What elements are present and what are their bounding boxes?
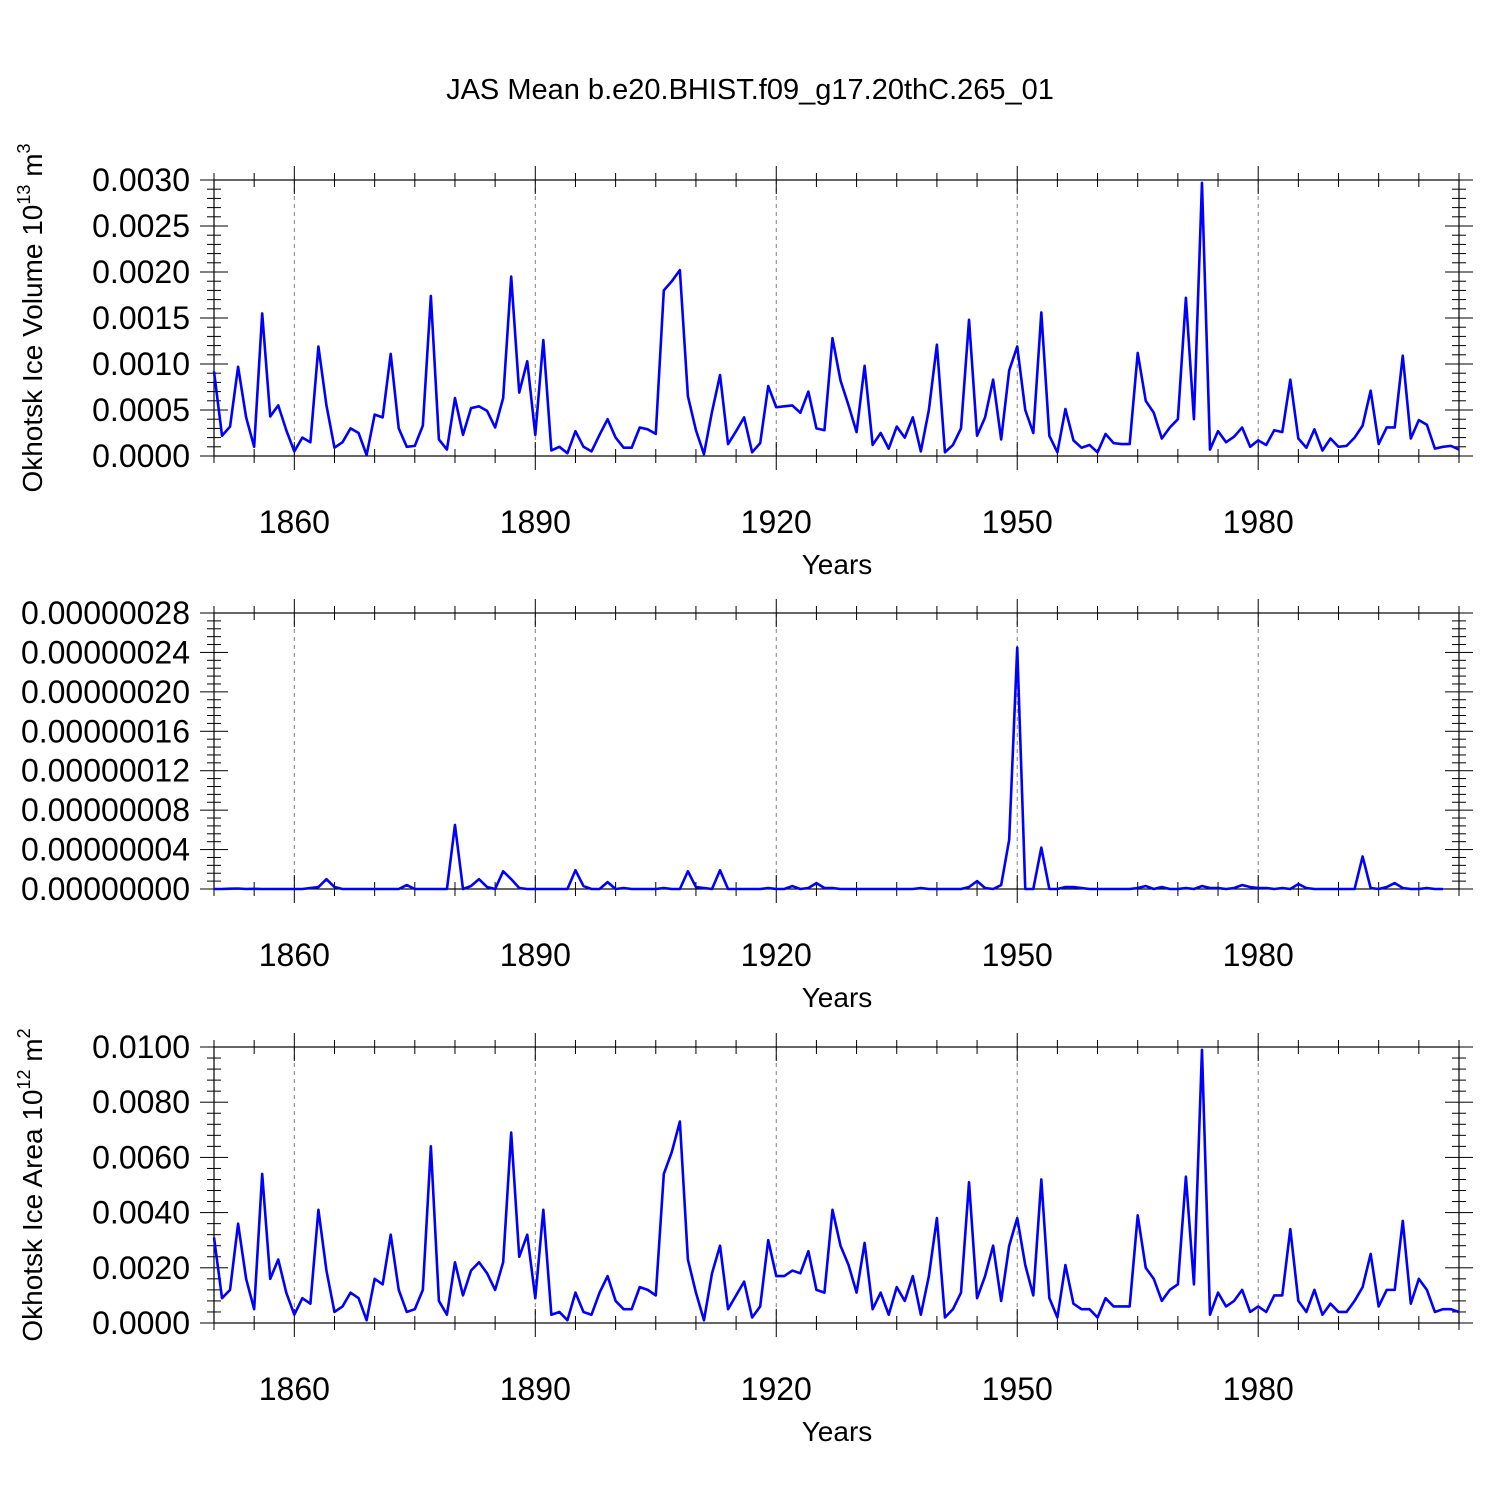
plot-frame: [213, 612, 1460, 890]
y-tick-label: 0.00000016: [21, 713, 190, 749]
y-axis-label-ylabel-unit-m: m: [17, 153, 48, 184]
y-axis-label-ylabel: Okhotsk Ice Volume: [17, 236, 48, 493]
y-tick-label: 0.0040: [92, 1195, 190, 1231]
panel-middle: 1860 1890 1920 1950 1980 0.000000000.00000004…: [21, 595, 1473, 1013]
y-tick-label: 0.0020: [92, 254, 190, 290]
y-axis-label-ylabel-unit: 10: [17, 205, 48, 236]
x-tick-label: 1920: [741, 937, 812, 973]
x-axis-label: Years: [802, 549, 873, 580]
y-tick-label: 0.00000028: [21, 595, 190, 631]
series-line: [214, 646, 1443, 891]
x-tick-label: 1890: [500, 937, 571, 973]
chart-title: JAS Mean b.e20.BHIST.f09_g17.20thC.265_0…: [446, 74, 1054, 106]
plot-frame: [213, 179, 1460, 457]
x-tick-label: 1980: [1223, 1371, 1294, 1407]
x-tick-label: 1860: [259, 504, 330, 540]
y-axis-label-ylabel-unit-m-sup: 3: [14, 143, 34, 153]
y-axis-label-ylabel-unit-sup: 13: [14, 185, 34, 205]
panel-ice-volume: 1860 1890 1920 1950 1980 0.0000 0.0005 0.0010 0.…: [14, 143, 1473, 580]
y-axis-label-ylabel-unit-m-sup: 2: [14, 1028, 34, 1038]
y-axis-label-ylabel: Okhotsk Ice Area: [17, 1121, 48, 1342]
y-tick-label: 0.0020: [92, 1250, 190, 1286]
y-tick-label: 0.00000004: [21, 832, 190, 868]
y-axis-label-ylabel-unit: 10: [17, 1090, 48, 1121]
y-tick-label: 0.0060: [92, 1139, 190, 1175]
y-tick-label: 0.00000008: [21, 792, 190, 828]
y-axis-label: Okhotsk Ice Volume 1013 m3: [14, 143, 48, 492]
y-tick-label: 0.0030: [92, 162, 190, 198]
x-tick-label: 1920: [741, 504, 812, 540]
series-line: [212, 1048, 1460, 1322]
x-tick-label: 1860: [259, 1371, 330, 1407]
y-tick-label: 0.0025: [92, 208, 190, 244]
x-tick-label: 1980: [1223, 504, 1294, 540]
y-tick-label: 0.0000: [92, 438, 190, 474]
plot-frame: [213, 1046, 1460, 1324]
y-tick-label: 0.00000000: [21, 871, 190, 907]
x-tick-label: 1950: [982, 1371, 1053, 1407]
x-tick-label: 1890: [500, 504, 571, 540]
x-tick-label: 1920: [741, 1371, 812, 1407]
x-axis-label: Years: [802, 1416, 873, 1447]
y-tick-label: 0.00000024: [21, 634, 190, 670]
y-tick-label: 0.0010: [92, 346, 190, 382]
x-tick-label: 1890: [500, 1371, 571, 1407]
y-tick-label: 0.0015: [92, 300, 190, 336]
x-tick-label: 1950: [982, 937, 1053, 973]
y-tick-label: 0.0100: [92, 1029, 190, 1065]
y-tick-label: 0.00000012: [21, 753, 190, 789]
panel-ice-area: 1860 1890 1920 1950 1980 0.0000 0.0020 0.0040 0.…: [14, 1028, 1473, 1447]
y-tick-label: 0.00000020: [21, 674, 190, 710]
y-axis-label-ylabel-unit-m: m: [17, 1038, 48, 1069]
y-axis-label-ylabel-unit-sup: 12: [14, 1069, 34, 1089]
x-axis-label: Years: [802, 982, 873, 1013]
x-tick-label: 1860: [259, 937, 330, 973]
x-tick-label: 1950: [982, 504, 1053, 540]
series-line: [212, 181, 1460, 457]
y-tick-label: 0.0005: [92, 392, 190, 428]
y-tick-label: 0.0000: [92, 1305, 190, 1341]
x-tick-label: 1980: [1223, 937, 1294, 973]
y-axis-label: Okhotsk Ice Area 1012 m2: [14, 1028, 48, 1341]
y-tick-label: 0.0080: [92, 1084, 190, 1120]
